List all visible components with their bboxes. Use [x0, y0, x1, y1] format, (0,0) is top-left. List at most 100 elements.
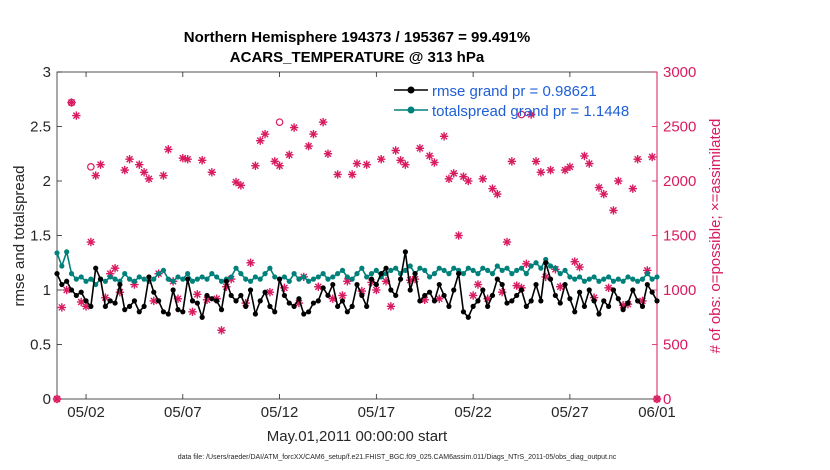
totalspread-point: [431, 271, 438, 277]
totalspread-point: [480, 265, 486, 271]
obs-assimilated-marker: [604, 283, 613, 293]
totalspread-point: [170, 278, 176, 284]
obs-assimilated-marker: [352, 159, 362, 168]
obs-assimilated-marker: [236, 181, 246, 190]
totalspread-point: [247, 278, 254, 284]
rmse-point: [93, 265, 99, 271]
y-right-tick-label: 1000: [663, 282, 696, 299]
obs-assimilated-marker: [193, 290, 202, 299]
obs-assimilated-marker: [415, 144, 425, 153]
obs-assimilated-marker: [265, 287, 275, 297]
totalspread-point: [214, 274, 220, 280]
rmse-point: [141, 303, 147, 309]
obs-assimilated-marker: [260, 129, 270, 139]
y-right-tick-label: 3000: [663, 64, 696, 81]
totalspread-point: [606, 274, 612, 280]
obs-count-markers: [52, 98, 662, 404]
x-tick-label: 05/12: [261, 404, 299, 421]
rmse-point: [97, 276, 104, 282]
rmse-point: [267, 303, 273, 309]
obs-assimilated-marker: [251, 161, 260, 170]
rmse-point: [78, 289, 84, 295]
totalspread-point: [131, 278, 138, 284]
rmse-point: [547, 276, 554, 282]
y-left-tick-label: 1: [43, 282, 51, 299]
y-left-tick-label: 1.5: [30, 228, 51, 245]
totalspread-point: [402, 267, 408, 273]
totalspread-point: [446, 271, 452, 277]
rmse-point: [59, 281, 65, 288]
rmse-point: [214, 298, 220, 304]
rmse-point: [112, 300, 118, 306]
rmse-point: [494, 276, 500, 282]
obs-assimilated-marker: [318, 117, 328, 127]
obs-assimilated-marker: [96, 160, 105, 169]
totalspread-point: [393, 265, 399, 271]
totalspread-point: [388, 267, 394, 273]
legend-spread-marker: [407, 106, 415, 114]
rmse-point: [83, 298, 89, 304]
totalspread-point: [59, 263, 65, 269]
rmse-point: [620, 307, 626, 313]
obs-assimilated-marker: [91, 171, 100, 180]
obs-assimilated-marker: [304, 141, 313, 151]
obs-assimilated-marker: [386, 302, 396, 311]
totalspread-point: [635, 278, 641, 284]
obs-assimilated-marker: [526, 110, 536, 119]
rmse-point: [393, 292, 399, 299]
rmse-point: [151, 289, 157, 295]
totalspread-point: [151, 276, 157, 282]
totalspread-point: [267, 265, 273, 271]
totalspread-point: [489, 271, 496, 277]
totalspread-point: [364, 274, 370, 280]
rmse-point: [635, 298, 641, 304]
totalspread-point: [373, 267, 379, 273]
y-left-tick-label: 2.5: [30, 119, 51, 136]
legend-rmse-label: rmse grand pr = 0.98621: [432, 83, 597, 100]
x-tick-label: 05/22: [454, 404, 492, 421]
obs-assimilated-marker: [372, 285, 381, 295]
rmse-point: [644, 281, 650, 288]
obs-assimilated-marker: [183, 154, 192, 164]
totalspread-point: [122, 271, 128, 277]
obs-assimilated-marker: [333, 170, 342, 179]
totalspread-point: [547, 263, 554, 269]
rmse-point: [180, 309, 186, 315]
totalspread-point: [591, 274, 597, 280]
rmse-point: [422, 292, 428, 299]
totalspread-point: [78, 274, 84, 280]
obs-assimilated-marker: [72, 111, 81, 120]
obs-assimilated-marker: [565, 162, 575, 172]
rmse-point: [383, 265, 389, 271]
rmse-point: [68, 287, 75, 293]
rmse-point: [165, 311, 171, 317]
rmse-point: [441, 292, 447, 299]
y-right-tick-label: 0: [663, 391, 671, 408]
totalspread-point: [199, 274, 205, 280]
rmse-point: [417, 298, 423, 304]
rmse-point: [233, 298, 239, 304]
totalspread-point: [73, 276, 79, 282]
totalspread-point: [185, 271, 191, 277]
rmse-point: [562, 281, 568, 288]
rmse-point: [175, 307, 181, 313]
rmse-point: [315, 298, 321, 304]
obs-assimilated-marker: [425, 151, 434, 161]
y-right-tick-label: 500: [663, 337, 688, 354]
rmse-point: [204, 292, 210, 299]
totalspread-point: [654, 274, 660, 280]
y-left-tick-label: 0: [43, 391, 51, 408]
rmse-point: [557, 300, 563, 306]
rmse-point: [325, 292, 331, 299]
totalspread-point: [417, 265, 423, 271]
rmse-point: [228, 292, 234, 299]
obs-assimilated-marker: [430, 158, 439, 167]
rmse-point: [436, 281, 442, 288]
rmse-point: [368, 276, 375, 282]
rmse-point: [576, 289, 583, 295]
totalspread-point: [286, 278, 292, 284]
rmse-point: [54, 271, 60, 277]
data-file-footnote: data file: /Users/raeder/DAI/ATM_forcXX/…: [178, 454, 617, 461]
rmse-point: [243, 303, 249, 309]
obs-assimilated-marker: [647, 152, 657, 162]
